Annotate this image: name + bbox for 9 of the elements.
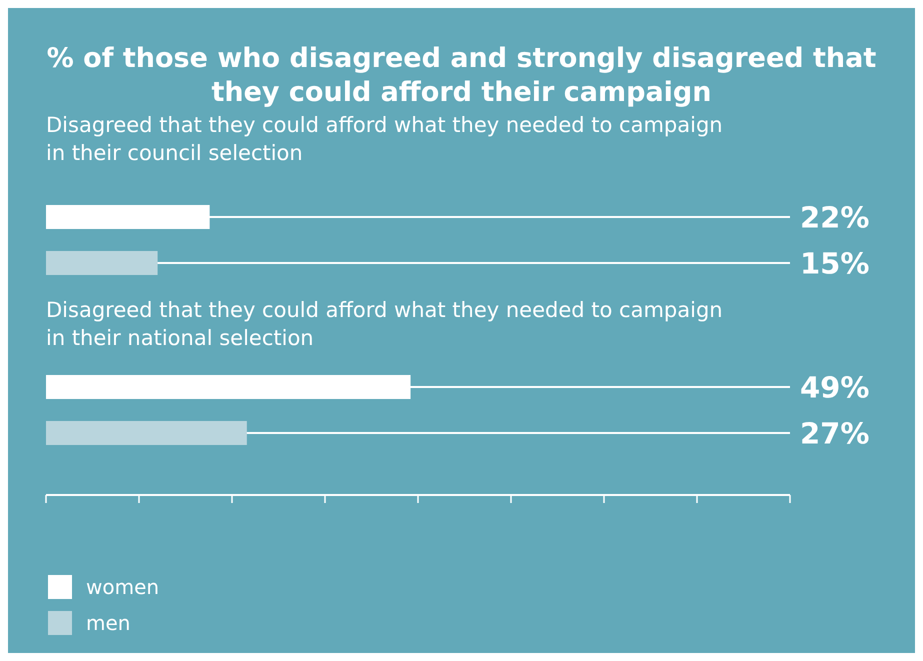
y-tick-label: Disagreed that they could afford what they needed to campaign in their council selection [46, 112, 724, 167]
data-label: 15% [800, 246, 870, 280]
legend-label: women [86, 575, 160, 599]
data-label: 22% [800, 200, 870, 234]
chart-title: % of those who disagreed and strongly disagreed that they could afford their campaign [46, 43, 876, 108]
y-tick-label: Disagreed that they could afford what they needed to campaign in their national selection [46, 297, 724, 352]
data-label: 27% [800, 416, 870, 450]
legend-label: men [86, 611, 130, 635]
data-label: 49% [800, 370, 870, 404]
